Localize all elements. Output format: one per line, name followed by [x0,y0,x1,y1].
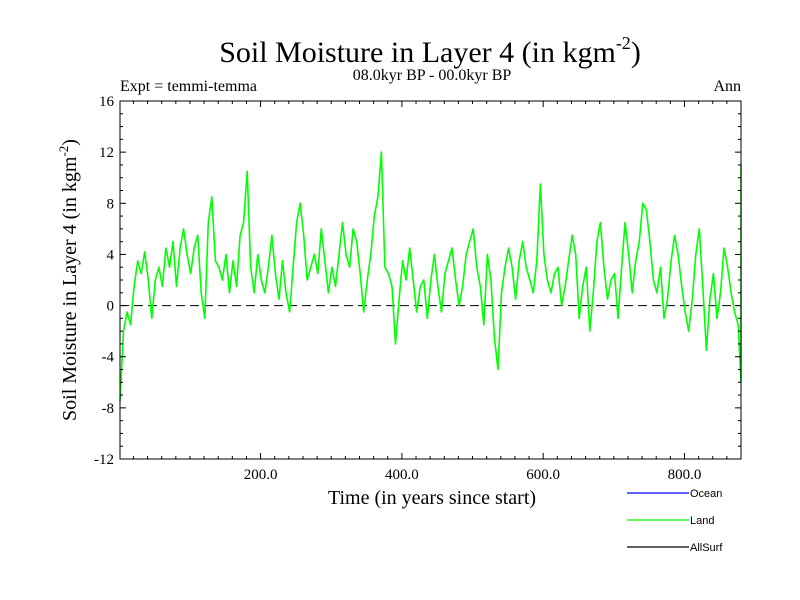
season-label: Ann [713,78,741,95]
legend-label-ocean: Ocean [690,488,722,500]
x-tick-label: 400.0 [385,467,419,483]
y-tick-label: 12 [99,145,114,161]
legend: Ocean Land AllSurf [627,488,723,554]
legend-label-land: Land [690,515,714,527]
y-axis-label: Soil Moisture in Layer 4 (in kgm-2) [56,139,81,421]
experiment-label: Expt = temmi-temma [120,78,257,95]
x-axis: 200.0 400.0 600.0 800.0 [132,101,728,483]
y-axis: -12 -8 -4 0 4 8 12 16 [94,94,741,468]
chart-subtitle: 08.0kyr BP - 00.0kyr BP [353,67,512,84]
x-tick-label: 800.0 [668,467,702,483]
y-tick-label: 0 [107,299,115,315]
y-tick-label: -4 [102,350,115,366]
y-tick-label: -8 [102,401,115,417]
y-tick-label: 4 [107,247,115,263]
chart-title: Soil Moisture in Layer 4 (in kgm-2) [219,33,641,69]
y-tick-label: -12 [94,452,114,468]
legend-label-allsurf: AllSurf [690,542,723,554]
x-tick-label: 200.0 [244,467,278,483]
y-tick-label: 8 [107,196,115,212]
x-axis-label: Time (in years since start) [328,487,536,509]
y-tick-label: 16 [99,94,115,110]
x-tick-label: 600.0 [526,467,560,483]
